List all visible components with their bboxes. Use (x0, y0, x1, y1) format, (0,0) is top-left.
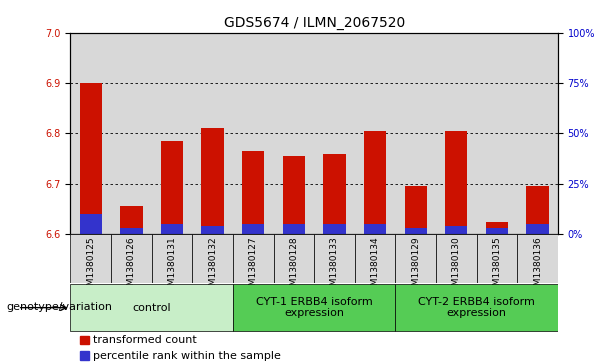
Bar (323, 154, 346, 234)
Bar (314, 234, 355, 283)
Bar (242, 151, 264, 234)
Bar (477, 33, 517, 234)
Bar (111, 33, 151, 234)
Bar (485, 228, 508, 234)
Text: GSM1380131: GSM1380131 (167, 237, 177, 297)
Bar (120, 207, 143, 234)
Text: GSM1380125: GSM1380125 (86, 237, 95, 297)
Bar (436, 234, 477, 283)
Text: transformed count: transformed count (93, 335, 197, 345)
Text: genotype/variation: genotype/variation (6, 302, 112, 312)
Bar (70, 284, 233, 331)
Text: control: control (132, 303, 171, 313)
Bar (273, 33, 314, 234)
Bar (436, 33, 477, 234)
Text: GSM1380133: GSM1380133 (330, 237, 339, 297)
Bar (233, 284, 395, 331)
Bar (323, 224, 346, 234)
Text: GSM1380134: GSM1380134 (371, 237, 379, 297)
Bar (517, 234, 558, 283)
Bar (405, 186, 427, 234)
Text: CYT-2 ERBB4 isoform
expression: CYT-2 ERBB4 isoform expression (418, 297, 535, 318)
Text: GSM1380132: GSM1380132 (208, 237, 217, 297)
Text: GSM1380136: GSM1380136 (533, 237, 542, 297)
Text: GSM1380126: GSM1380126 (127, 237, 136, 297)
Bar (283, 156, 305, 234)
Bar (233, 234, 273, 283)
Bar (273, 234, 314, 283)
Text: percentile rank within the sample: percentile rank within the sample (93, 351, 281, 360)
Bar (120, 228, 143, 234)
Bar (517, 33, 558, 234)
Bar (477, 234, 517, 283)
Bar (405, 228, 427, 234)
Bar (161, 141, 183, 234)
Bar (527, 224, 549, 234)
Bar (364, 224, 386, 234)
Bar (283, 224, 305, 234)
Bar (395, 284, 558, 331)
Bar (445, 131, 468, 234)
Bar (233, 33, 273, 234)
Bar (485, 221, 508, 234)
Bar (314, 33, 355, 234)
Bar (445, 226, 468, 234)
Bar (152, 234, 192, 283)
Bar (242, 224, 264, 234)
Bar (202, 129, 224, 234)
Bar (192, 234, 233, 283)
Text: CYT-1 ERBB4 isoform
expression: CYT-1 ERBB4 isoform expression (256, 297, 373, 318)
Bar (80, 351, 89, 360)
Text: GSM1380130: GSM1380130 (452, 237, 461, 297)
Bar (161, 224, 183, 234)
Text: GSM1380129: GSM1380129 (411, 237, 420, 297)
Text: GSM1380135: GSM1380135 (492, 237, 501, 297)
Bar (70, 234, 111, 283)
Bar (202, 226, 224, 234)
Bar (152, 33, 192, 234)
Bar (80, 83, 102, 234)
Bar (80, 336, 89, 344)
Text: GSM1380127: GSM1380127 (249, 237, 257, 297)
Bar (395, 33, 436, 234)
Bar (364, 131, 386, 234)
Text: GSM1380128: GSM1380128 (289, 237, 299, 297)
Bar (192, 33, 233, 234)
Bar (395, 234, 436, 283)
Bar (355, 234, 395, 283)
Bar (70, 33, 111, 234)
Bar (111, 234, 151, 283)
Bar (527, 186, 549, 234)
Title: GDS5674 / ILMN_2067520: GDS5674 / ILMN_2067520 (224, 16, 405, 30)
Bar (355, 33, 395, 234)
Bar (80, 214, 102, 234)
